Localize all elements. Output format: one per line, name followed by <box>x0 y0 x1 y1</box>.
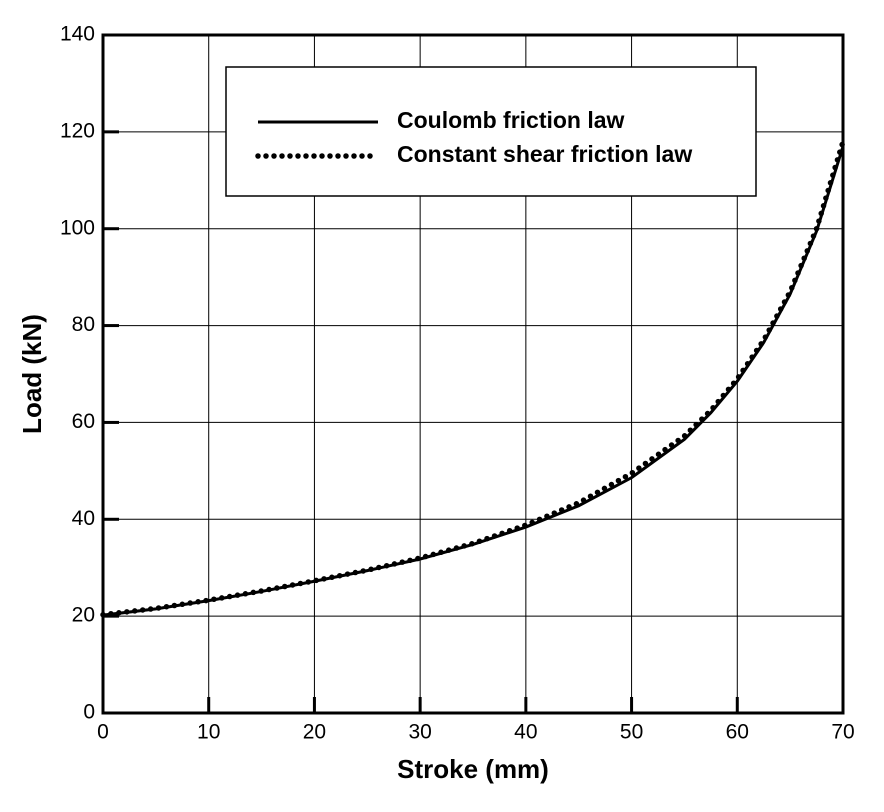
legend-label: Constant shear friction law <box>397 141 692 167</box>
data-line <box>100 138 846 618</box>
x-tick-label: 20 <box>303 721 326 744</box>
x-tick-label: 40 <box>514 721 537 744</box>
y-tick-label: 100 <box>60 216 95 239</box>
x-tick-label: 60 <box>726 721 749 744</box>
y-tick-label: 40 <box>72 507 95 530</box>
plot-frame <box>101 33 845 715</box>
y-tick-label: 140 <box>60 23 95 46</box>
legend-box <box>225 66 757 197</box>
legend-label: Coulomb friction law <box>397 107 625 133</box>
y-tick-label: 120 <box>60 119 95 142</box>
x-tick-label: 0 <box>97 721 109 744</box>
y-tick-label: 60 <box>72 410 95 433</box>
x-tick-label: 50 <box>620 721 643 744</box>
y-axis-label: Load (kN) <box>17 314 47 434</box>
y-tick-label: 0 <box>83 701 95 724</box>
x-tick-label: 30 <box>408 721 431 744</box>
x-tick-label: 10 <box>197 721 220 744</box>
x-tick-label: 70 <box>831 721 854 744</box>
y-tick-label: 20 <box>72 604 95 627</box>
x-axis-label: Stroke (mm) <box>397 754 549 784</box>
y-tick-label: 80 <box>72 313 95 336</box>
